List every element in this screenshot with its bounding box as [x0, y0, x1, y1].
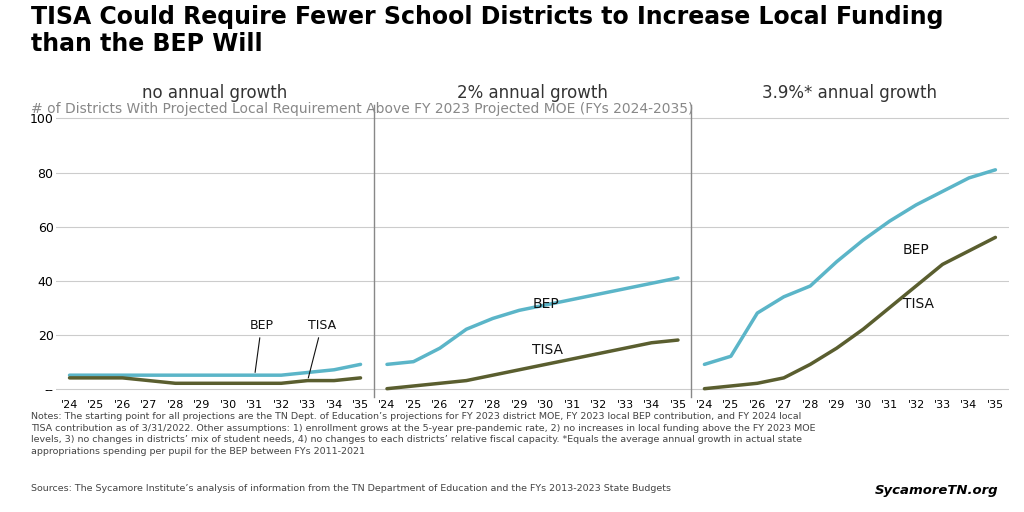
Text: Notes: The starting point for all projections are the TN Dept. of Education’s pr: Notes: The starting point for all projec…	[31, 412, 815, 456]
Text: TISA: TISA	[307, 319, 336, 378]
Text: BEP: BEP	[250, 319, 273, 372]
Text: BEP: BEP	[532, 296, 559, 311]
Title: no annual growth: no annual growth	[142, 84, 288, 102]
Text: TISA Could Require Fewer School Districts to Increase Local Funding
than the BEP: TISA Could Require Fewer School District…	[31, 5, 943, 56]
Text: SycamoreTN.org: SycamoreTN.org	[874, 484, 998, 497]
Title: 3.9%* annual growth: 3.9%* annual growth	[763, 84, 937, 102]
Text: BEP: BEP	[903, 243, 930, 257]
Text: TISA: TISA	[903, 296, 934, 311]
Text: # of Districts With Projected Local Requirement Above FY 2023 Projected MOE (FYs: # of Districts With Projected Local Requ…	[31, 102, 693, 116]
Text: Sources: The Sycamore Institute’s analysis of information from the TN Department: Sources: The Sycamore Institute’s analys…	[31, 484, 671, 493]
Text: TISA: TISA	[532, 343, 563, 356]
Title: 2% annual growth: 2% annual growth	[457, 84, 608, 102]
